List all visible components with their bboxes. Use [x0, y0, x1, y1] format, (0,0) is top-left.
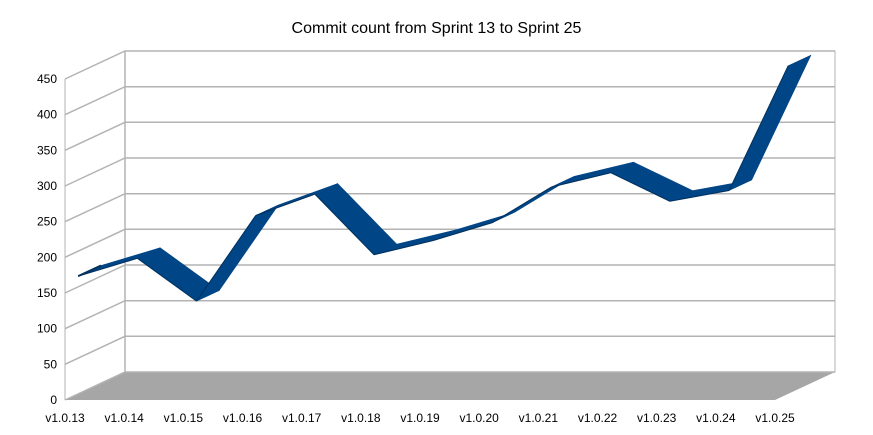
chart-back-wall	[124, 50, 836, 373]
series-segment-edge	[610, 172, 671, 202]
x-tick-label: v1.0.24	[696, 411, 736, 425]
x-tick-label: v1.0.16	[223, 411, 263, 425]
series-segment-edge	[551, 172, 611, 188]
series-start-cap	[77, 264, 102, 278]
y-tick-label: 350	[37, 143, 57, 157]
y-tick-label: 0	[50, 393, 57, 407]
x-axis-ticks: v1.0.13 v1.0.14 v1.0.15 v1.0.16 v1.0.17 v1.0.…	[45, 411, 795, 425]
series-segment-edge	[728, 65, 789, 191]
chart-series	[77, 54, 812, 302]
y-tick-label: 50	[44, 357, 58, 371]
series-segment-edge	[373, 239, 434, 256]
y-tick-label: 450	[37, 72, 57, 86]
series-segment-edge	[669, 190, 730, 202]
series-segment-edge	[433, 222, 493, 241]
y-axis-ticks: 0 50 100 150 200 250 300 350 400 450	[37, 72, 57, 407]
series-segment-edge	[492, 186, 552, 224]
series-segment-edge	[78, 257, 138, 277]
x-tick-label: v1.0.21	[519, 411, 559, 425]
y-tick-label: 200	[37, 250, 57, 264]
x-tick-label: v1.0.20	[459, 411, 499, 425]
series-segment-edge	[255, 193, 316, 216]
y-tick-label: 300	[37, 179, 57, 193]
gridline	[64, 228, 835, 258]
gridline	[64, 264, 835, 294]
gridline	[64, 121, 835, 151]
x-tick-label: v1.0.13	[45, 411, 85, 425]
gridline	[64, 371, 835, 401]
x-tick-label: v1.0.22	[578, 411, 618, 425]
chart-gridlines	[64, 50, 835, 401]
chart-title: Commit count from Sprint 13 to Sprint 25	[291, 20, 582, 37]
x-tick-label: v1.0.14	[104, 411, 144, 425]
series-segment-edge	[137, 257, 197, 302]
y-tick-label: 400	[37, 108, 57, 122]
series-segment-edge	[314, 193, 375, 256]
gridline	[64, 50, 835, 80]
x-tick-label: v1.0.17	[282, 411, 322, 425]
x-tick-label: v1.0.23	[637, 411, 677, 425]
gridline	[64, 192, 835, 223]
gridline	[64, 335, 835, 365]
chart-floor	[65, 372, 835, 400]
x-tick-label: v1.0.25	[755, 411, 795, 425]
y-tick-label: 100	[37, 322, 57, 336]
gridline	[64, 157, 835, 187]
gridline	[64, 85, 835, 116]
y-tick-label: 250	[37, 215, 57, 229]
x-tick-label: v1.0.15	[164, 411, 204, 425]
x-tick-label: v1.0.18	[341, 411, 381, 425]
x-tick-label: v1.0.19	[400, 411, 440, 425]
y-tick-label: 150	[37, 286, 57, 300]
series-segment-edge	[196, 215, 257, 302]
gridline	[64, 299, 835, 330]
chart-walls	[64, 50, 836, 400]
